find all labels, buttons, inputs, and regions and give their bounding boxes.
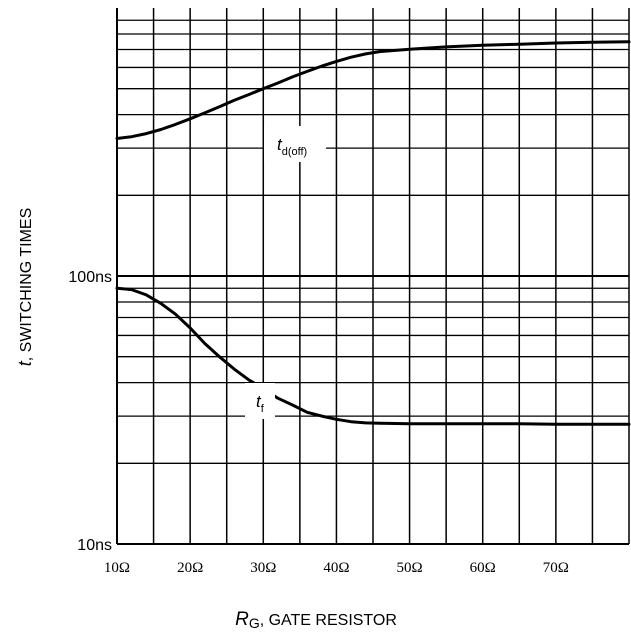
x-tick-label: 20Ω [177, 560, 203, 576]
x-tick-label: 40Ω [323, 560, 349, 576]
curve-label-tf: tf [256, 392, 265, 415]
y-tick-label: 100ns [68, 269, 112, 286]
x-tick-label: 70Ω [543, 560, 569, 576]
series-line-td-off [115, 40, 631, 140]
x-axis-title-rest: , GATE RESISTOR [260, 612, 397, 629]
curve-labels: td(off) tf [245, 126, 326, 419]
curve-label-backing [264, 126, 326, 162]
tick-labels: 10Ω 20Ω 30Ω 40Ω 50Ω 60Ω 70Ω 100ns 10ns [68, 269, 569, 576]
x-tick-label: 30Ω [250, 560, 276, 576]
y-axis-title-italic: t [15, 360, 35, 366]
grid [116, 8, 630, 545]
series-line-tf [115, 286, 631, 426]
y-tick-label: 10ns [77, 537, 112, 554]
x-tick-label: 50Ω [396, 560, 422, 576]
x-axis-title: RG, GATE RESISTOR [235, 609, 397, 631]
y-axis-title-rest: , SWITCHING TIMES [18, 208, 35, 361]
series-lines [115, 40, 631, 426]
x-tick-label: 60Ω [470, 560, 496, 576]
x-axis-title-sub: G [249, 615, 260, 631]
curve-label-td-off: td(off) [277, 135, 307, 158]
curve-label-backing [245, 383, 275, 419]
x-tick-label: 10Ω [104, 560, 130, 576]
y-axis-title: t, SWITCHING TIMES [15, 208, 35, 367]
x-axis-title-italic: R [235, 609, 249, 630]
